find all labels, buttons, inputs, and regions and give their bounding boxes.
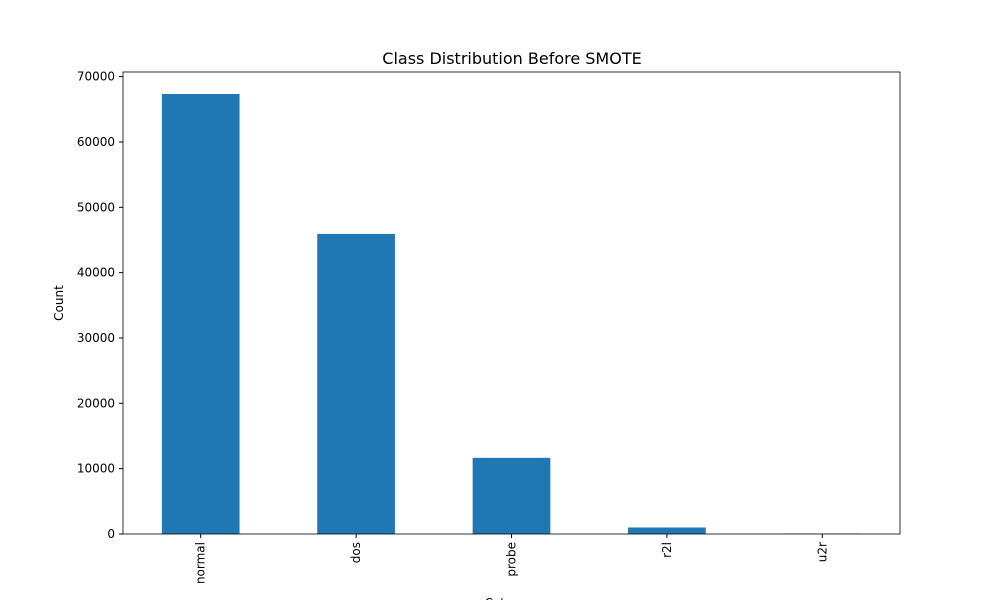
y-tick-label: 50000 (77, 200, 115, 214)
y-axis-label: Count (52, 285, 66, 321)
y-tick-label: 70000 (77, 70, 115, 84)
x-tick-label: r2l (660, 542, 674, 558)
y-tick-label: 0 (107, 527, 115, 541)
y-tick-label: 20000 (77, 396, 115, 410)
bar (317, 233, 395, 534)
x-tick-label: probe (505, 542, 519, 577)
x-axis-label: Category (485, 596, 540, 600)
x-tick-label: normal (194, 542, 208, 584)
bar (628, 527, 706, 534)
y-tick-label: 40000 (77, 266, 115, 280)
chart-title: Class Distribution Before SMOTE (382, 49, 641, 68)
bar (161, 93, 240, 534)
y-tick-label: 10000 (77, 462, 115, 476)
x-tick-label: dos (349, 542, 363, 563)
bar (472, 457, 551, 534)
plot-frame (122, 71, 901, 535)
x-tick-label: u2r (815, 542, 829, 562)
y-tick-label: 60000 (77, 135, 115, 149)
y-tick-label: 30000 (77, 331, 115, 345)
